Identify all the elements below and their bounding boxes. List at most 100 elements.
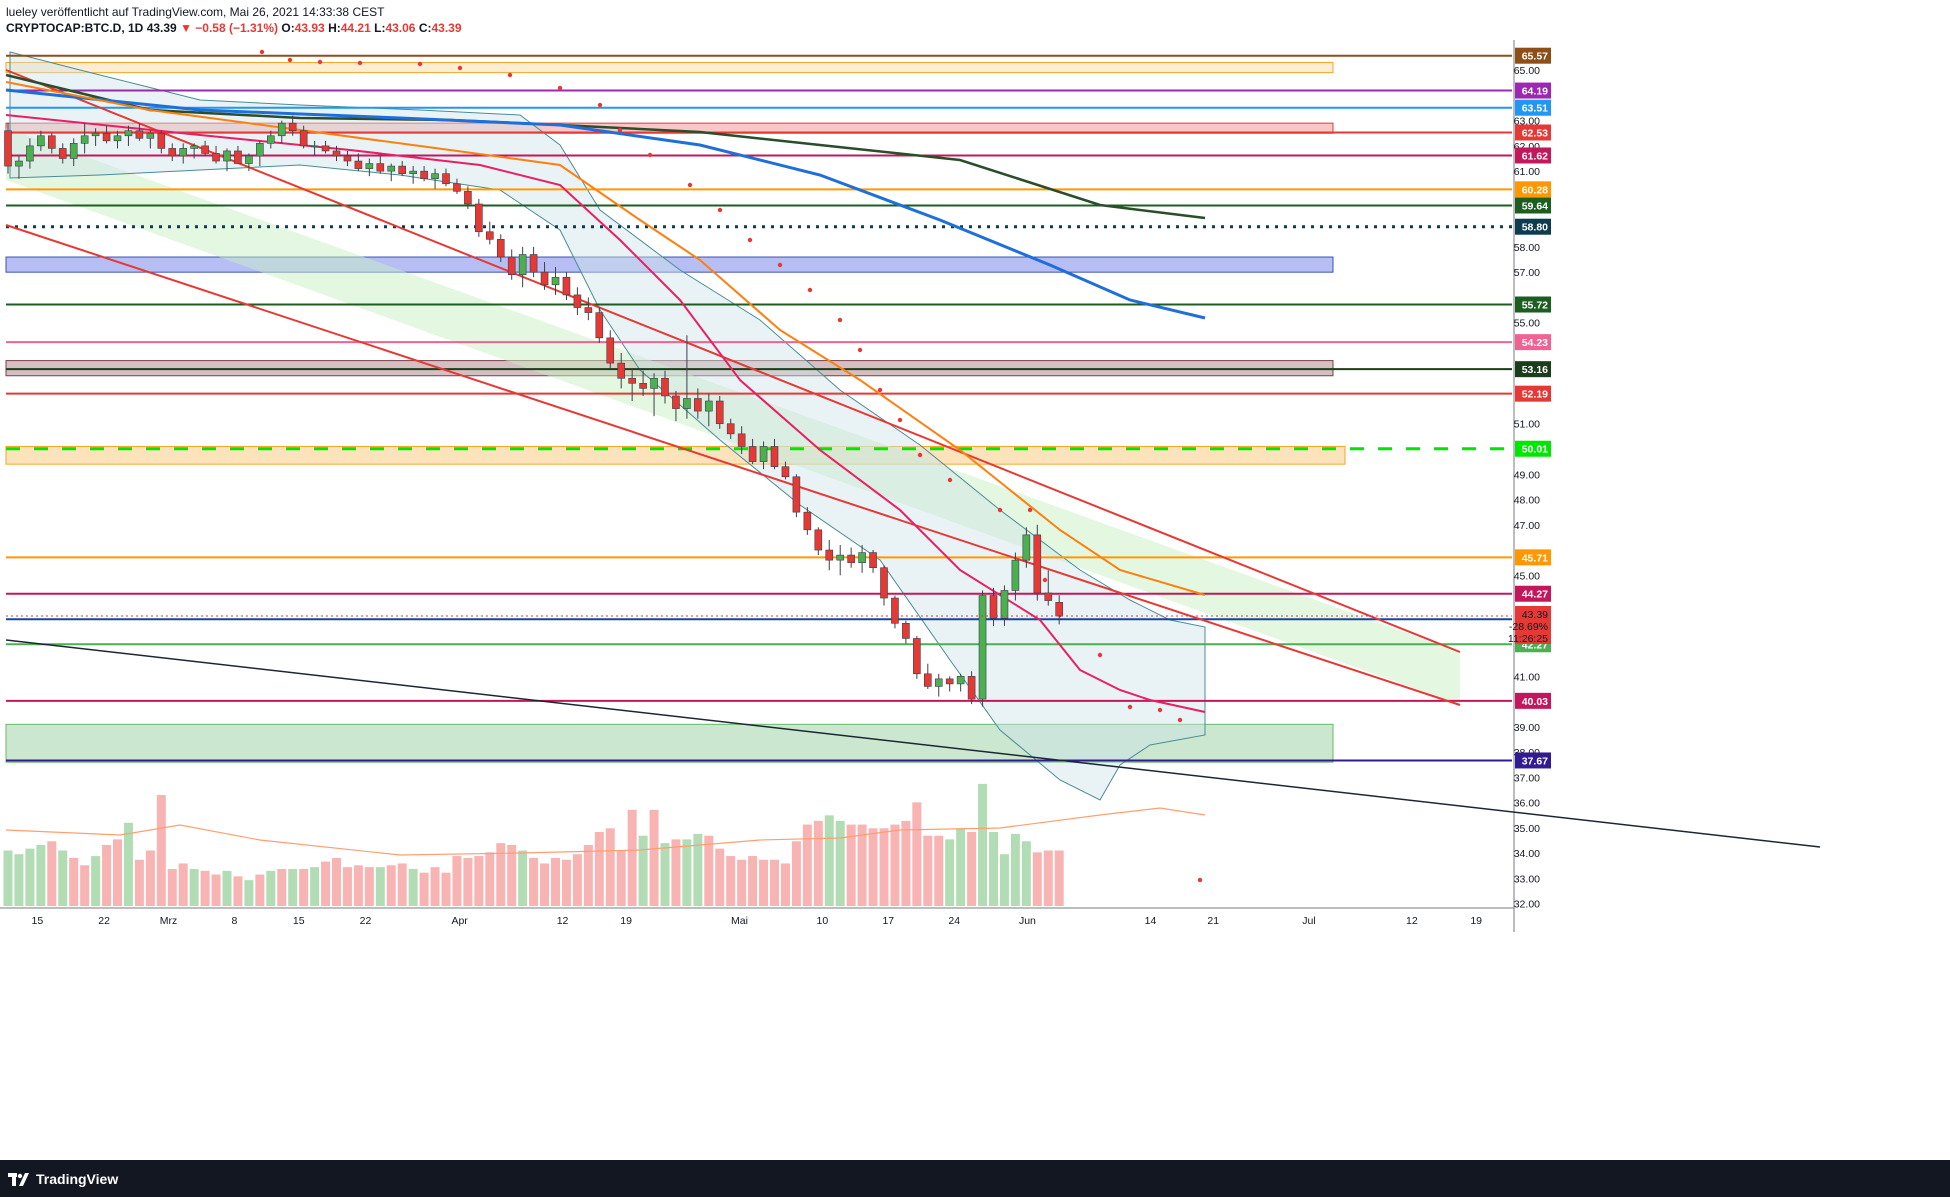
candle-body [902, 622, 910, 639]
candle-body [365, 163, 374, 169]
y-axis-tick: 65.00 [1514, 65, 1540, 77]
price-tag [1515, 147, 1551, 164]
price-tag-label: 58.80 [1522, 222, 1548, 234]
price-chart[interactable]: 32.0033.0034.0035.0036.0037.0038.0039.00… [0, 40, 1950, 1160]
sar-dot [997, 507, 1003, 513]
candle-body [420, 170, 428, 180]
volume-bar [266, 870, 276, 906]
candle-body [343, 155, 352, 162]
volume-bar [1010, 833, 1020, 906]
volume-bar [890, 824, 900, 906]
y-axis-tick: 35.00 [1514, 823, 1540, 835]
symbol-label[interactable]: CRYPTOCAP:BTC.D, 1D [6, 21, 144, 35]
candle-body [562, 276, 571, 296]
candle-body [989, 595, 998, 619]
volume-bar [58, 850, 68, 906]
candle-body [256, 143, 264, 157]
candle-body [299, 130, 308, 147]
candle-body [704, 400, 713, 412]
candle-body [1000, 590, 1009, 619]
candle-body [803, 511, 812, 531]
price-tag [1515, 692, 1551, 709]
price-tag-label: 59.64 [1522, 200, 1548, 212]
candle-body [672, 395, 680, 409]
y-axis-tick: 57.00 [1514, 267, 1540, 279]
candle-body [453, 183, 461, 192]
price-tag-label: 40.03 [1522, 696, 1548, 708]
candle-body [551, 276, 560, 286]
volume-bar [255, 874, 265, 906]
high-value: 44.21 [340, 21, 371, 35]
trendline-upper [5, 69, 1461, 653]
volume-bar [189, 869, 199, 906]
candle-body [573, 294, 582, 308]
volume-bar [857, 824, 867, 906]
volume-bar [649, 809, 659, 906]
sar-dot [1042, 577, 1048, 583]
sar-dot [417, 61, 423, 67]
candle-body [496, 239, 505, 258]
y-axis-tick: 41.00 [1514, 671, 1540, 683]
x-axis-tick: 22 [98, 915, 110, 927]
price-tag [1515, 752, 1551, 769]
candle-body [26, 145, 34, 162]
candle-body [1044, 592, 1053, 601]
volume-bar [572, 854, 582, 906]
candle-body [923, 673, 932, 687]
volume-bar [299, 869, 309, 906]
y-axis-tick: 36.00 [1514, 798, 1540, 810]
price-tag [1515, 82, 1551, 99]
candle-body [1033, 534, 1042, 594]
candle-body [442, 173, 450, 185]
candle-body [956, 676, 965, 685]
candle-body [266, 135, 275, 144]
sar-dot [317, 59, 323, 65]
volume-bar [518, 850, 528, 906]
price-tag [1515, 47, 1551, 64]
sar-dot [287, 57, 293, 63]
candle-body [540, 271, 549, 286]
y-axis-tick: 51.00 [1514, 419, 1540, 431]
volume-bar [25, 848, 35, 906]
candle-body [628, 377, 636, 384]
volume-bar [233, 876, 243, 906]
x-axis-tick: 17 [882, 915, 894, 927]
price-tag-label: 63.51 [1522, 103, 1548, 115]
price-tag-label: 37.67 [1522, 755, 1548, 767]
candle-body [277, 122, 286, 137]
candle-body [661, 377, 669, 397]
volume-bar [178, 863, 188, 906]
candle-body [847, 554, 855, 563]
x-axis-tick: Apr [451, 915, 468, 927]
tradingview-logo-icon[interactable] [8, 1171, 30, 1187]
price-tag [1515, 585, 1551, 602]
candle-body [168, 148, 177, 157]
volume-bar [726, 856, 736, 906]
candle-body [737, 433, 746, 447]
volume-bar [321, 861, 331, 906]
candle-body [91, 132, 100, 137]
volume-bar [791, 841, 801, 906]
volume-bar [693, 833, 703, 906]
candle-body [858, 552, 866, 563]
volume-bar [102, 844, 112, 906]
volume-bar [375, 867, 385, 906]
volume-bar [332, 857, 341, 906]
sar-dot [717, 207, 723, 213]
sar-dot [777, 262, 783, 268]
sar-dot [917, 452, 923, 458]
candle-body [726, 423, 735, 435]
ma-20 [5, 114, 1206, 713]
volume-bar [605, 828, 615, 906]
candle-body [869, 552, 877, 569]
volume-bar [244, 880, 254, 906]
price-tag [1515, 334, 1551, 351]
brand-name[interactable]: TradingView [36, 1170, 119, 1187]
candle-body [58, 148, 67, 159]
candle-body [475, 203, 483, 233]
candle-body [606, 337, 615, 364]
x-axis-tick: 12 [1406, 915, 1418, 927]
sar-dot [877, 387, 883, 393]
volume-bar [802, 824, 812, 906]
sar-dot [507, 72, 513, 78]
